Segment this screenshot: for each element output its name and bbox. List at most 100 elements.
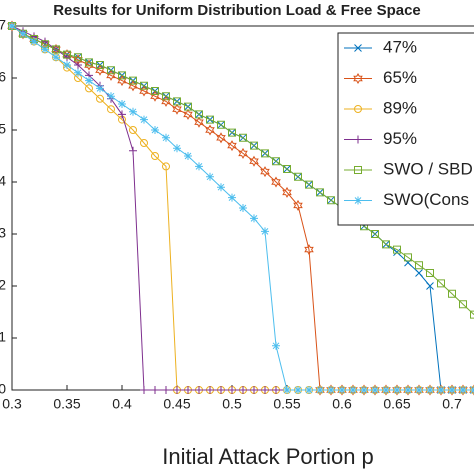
marker [227, 140, 237, 152]
marker [261, 149, 269, 158]
y-tick-label: 0.2 [0, 277, 6, 293]
marker [162, 386, 170, 394]
marker [250, 214, 258, 223]
x-tick-label: 0.4 [112, 396, 132, 412]
y-tick-label: 0.1 [0, 329, 6, 345]
legend-label: 89% [383, 98, 417, 117]
marker [469, 384, 474, 396]
marker [283, 165, 291, 173]
y-tick-label: 0.7 [0, 17, 6, 33]
marker [371, 230, 379, 238]
marker [382, 386, 390, 394]
marker [381, 384, 391, 396]
marker [228, 128, 236, 137]
marker [161, 162, 171, 171]
marker [206, 172, 214, 181]
legend-marker [354, 196, 362, 205]
y-tick-label: 0 [0, 381, 6, 397]
marker [140, 115, 148, 124]
marker [239, 204, 247, 212]
marker [118, 110, 126, 119]
marker [52, 53, 60, 62]
marker [195, 162, 203, 171]
marker [326, 384, 336, 396]
marker [216, 132, 226, 144]
marker [238, 147, 248, 159]
series-line [11, 25, 474, 315]
marker [172, 103, 182, 115]
legend-marker [354, 166, 362, 174]
marker [415, 261, 423, 270]
marker [173, 144, 181, 153]
marker [305, 386, 313, 394]
marker [305, 180, 313, 189]
marker [217, 183, 225, 192]
marker [63, 61, 71, 69]
marker [41, 40, 49, 49]
marker [30, 37, 38, 46]
marker [459, 300, 467, 309]
marker [239, 133, 247, 142]
marker [84, 84, 94, 93]
marker [250, 141, 258, 150]
marker [294, 172, 302, 181]
marker [74, 53, 82, 62]
marker [436, 384, 446, 396]
marker [107, 66, 115, 75]
marker [426, 269, 434, 277]
marker [184, 152, 192, 160]
marker [316, 188, 324, 197]
x-tick-label: 0.65 [383, 396, 410, 412]
marker [162, 133, 170, 142]
legend-label: 65% [383, 68, 417, 87]
marker [173, 97, 181, 106]
marker [195, 110, 203, 119]
marker [349, 386, 357, 394]
marker [360, 386, 368, 394]
marker [370, 384, 380, 396]
marker [304, 244, 314, 256]
marker [458, 384, 468, 396]
marker [184, 386, 192, 394]
legend-marker [354, 44, 362, 52]
marker [96, 84, 104, 93]
marker [140, 386, 148, 394]
marker [217, 386, 225, 394]
marker [393, 386, 401, 394]
marker [8, 22, 16, 30]
legend-label: 95% [383, 129, 417, 148]
marker [404, 253, 412, 262]
x-tick-label: 0.3 [2, 396, 22, 412]
marker [261, 227, 269, 236]
marker [437, 386, 445, 394]
x-tick-label: 0.5 [222, 396, 242, 412]
marker [96, 61, 104, 69]
marker [404, 386, 412, 394]
marker [293, 199, 303, 211]
marker [271, 176, 281, 188]
marker [415, 269, 423, 277]
marker [205, 124, 215, 136]
marker [129, 107, 137, 116]
x-tick-label: 0.7 [442, 396, 462, 412]
marker [404, 258, 412, 267]
marker [414, 384, 424, 396]
legend-label: SWO / SBD [383, 159, 473, 178]
marker [118, 71, 126, 80]
marker [107, 92, 115, 101]
marker [337, 384, 347, 396]
marker [74, 61, 82, 69]
marker [63, 50, 71, 59]
marker [392, 384, 402, 396]
marker [470, 310, 474, 319]
marker [282, 186, 292, 198]
marker [206, 115, 214, 124]
marker [393, 245, 401, 254]
marker [8, 22, 16, 30]
marker [382, 240, 390, 249]
marker [150, 152, 160, 160]
marker [118, 100, 126, 108]
legend-marker [354, 135, 362, 144]
